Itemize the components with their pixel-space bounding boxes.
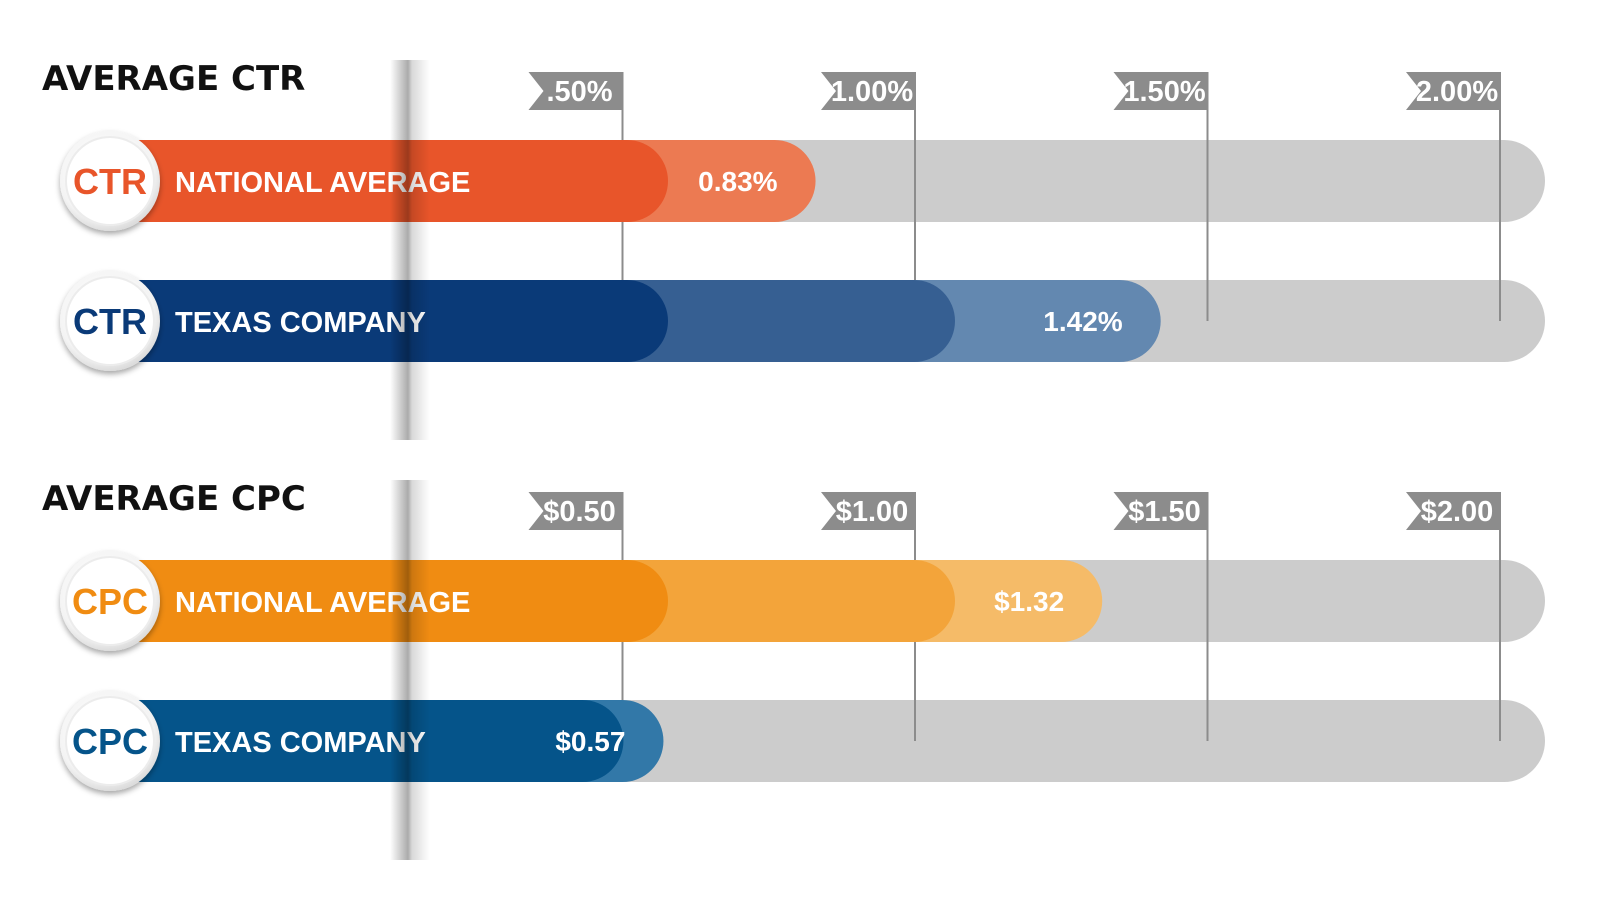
tick-label: $1.00 [836, 496, 909, 528]
value-label: $1.32 [994, 586, 1064, 617]
tick-label: 1.00% [831, 76, 913, 108]
bar-segment [110, 280, 668, 362]
tick-flag-shape [1406, 492, 1500, 530]
badge-inner [65, 276, 155, 366]
tick-flag: $0.50 [528, 492, 623, 530]
badge-label: CPC [72, 581, 148, 622]
badge-inner [65, 696, 155, 786]
divider-shadow [390, 480, 430, 860]
tick-label: $0.50 [543, 496, 616, 528]
value-label: $0.57 [555, 726, 625, 757]
tick-flag: .50% [528, 72, 623, 110]
row-label: TEXAS COMPANY [175, 727, 426, 759]
bar-segment [110, 560, 668, 642]
tick-flag-shape [1406, 72, 1500, 110]
badge-inner [65, 136, 155, 226]
badge-ctr: CTR [60, 271, 160, 371]
tick-flag: 1.00% [821, 72, 915, 110]
tick-label: $2.00 [1421, 496, 1494, 528]
badge-cpc: CPC [60, 551, 160, 651]
tick-flag: 1.50% [1113, 72, 1208, 110]
tick-flag: $1.50 [1113, 492, 1208, 530]
badge-inner [65, 556, 155, 646]
tick-flag-shape [821, 492, 915, 530]
tick-label: 2.00% [1416, 76, 1498, 108]
divider-shadow [390, 60, 430, 440]
section-title: AVERAGE CTR [42, 59, 305, 99]
badge-ctr: CTR [60, 131, 160, 231]
badge-label: CPC [72, 721, 148, 762]
bar-segment [110, 700, 624, 782]
bar-texas-company: 1.42% [110, 280, 1161, 362]
tick-flag-shape [528, 72, 623, 110]
tick-flag-shape [1113, 492, 1208, 530]
tick-flag: 2.00% [1406, 72, 1500, 110]
badge-cpc: CPC [60, 691, 160, 791]
badge-label: CTR [73, 301, 147, 342]
tick-label: 1.50% [1123, 76, 1205, 108]
section-title: AVERAGE CPC [42, 479, 306, 519]
tick-flag-shape [1113, 72, 1208, 110]
tick-flag-shape [821, 72, 915, 110]
tick-flag: $2.00 [1406, 492, 1500, 530]
tick-flag: $1.00 [821, 492, 915, 530]
row-label: TEXAS COMPANY [175, 307, 426, 339]
tick-flag-shape [528, 492, 623, 530]
tick-label: .50% [546, 76, 612, 108]
value-label: 0.83% [698, 166, 777, 197]
value-label: 1.42% [1043, 306, 1122, 337]
badge-label: CTR [73, 161, 147, 202]
bar-segment [110, 140, 668, 222]
tick-label: $1.50 [1128, 496, 1201, 528]
